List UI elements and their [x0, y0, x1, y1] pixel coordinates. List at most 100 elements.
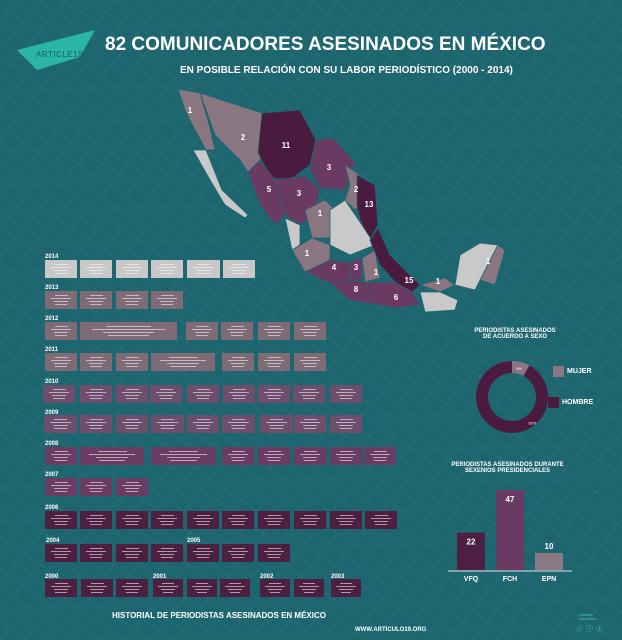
journalist-card	[43, 385, 75, 403]
timeline-title: HISTORIAL DE PERIODISTAS ASESINADOS EN M…	[112, 611, 326, 620]
donut-label: 92%	[528, 421, 536, 426]
map-count-label: 3	[297, 189, 302, 198]
journalist-card	[45, 260, 77, 278]
journalist-card	[294, 579, 324, 597]
map-count-label: 1	[486, 257, 491, 266]
journalist-card	[81, 579, 113, 597]
page-subtitle: EN POSIBLE RELACIÓN CON SU LABOR PERIODÍ…	[180, 65, 513, 76]
map-count-label: 13	[365, 200, 374, 209]
journalist-card	[116, 544, 148, 562]
journalist-card	[260, 415, 293, 433]
journalist-card	[330, 511, 362, 529]
journalist-card	[294, 353, 326, 371]
bar-value-label: 10	[545, 542, 554, 551]
journalist-card	[80, 353, 112, 371]
sex-chart-title: PERIODISTAS ASESINADOS DE ACUERDO A SEXO	[460, 328, 570, 340]
journalist-card	[80, 544, 112, 562]
map-count-label: 11	[282, 141, 291, 150]
journalist-card	[116, 579, 148, 597]
website-link[interactable]: WWW.ARTICULO19.ORG	[355, 627, 427, 633]
state-coahuila	[309, 137, 356, 191]
journalist-card	[331, 579, 361, 597]
journalist-card	[80, 511, 112, 529]
journalist-card	[45, 478, 77, 496]
journalist-card	[293, 385, 325, 403]
journalist-card	[258, 385, 290, 403]
map-count-label: 2	[241, 133, 246, 142]
journalist-card	[151, 353, 215, 371]
logo-text: ARTICLE19	[36, 50, 84, 59]
bar-vfq	[457, 532, 485, 570]
journalist-card	[116, 353, 148, 371]
journalist-card	[222, 544, 254, 562]
journalist-card	[45, 322, 77, 340]
state-quintana-roo	[479, 244, 506, 286]
state-puebla	[361, 249, 381, 283]
journalist-card	[187, 415, 219, 433]
map-count-label: 1	[188, 106, 193, 115]
map-count-label: 3	[327, 163, 332, 172]
journalist-card	[151, 291, 183, 309]
timeline-year-label: 2009	[45, 410, 59, 416]
journalist-card	[294, 415, 326, 433]
journalist-card	[187, 579, 217, 597]
journalist-card	[330, 385, 362, 403]
state-oaxaca	[364, 281, 421, 309]
map-count-label: 15	[405, 276, 414, 285]
journalist-card	[151, 511, 183, 529]
journalist-card	[80, 385, 112, 403]
timeline-year-label: 2004	[46, 538, 60, 544]
map-count-label: 1	[318, 209, 323, 218]
timeline-year-label: 2010	[45, 379, 59, 385]
map-count-label: 1	[436, 277, 441, 286]
journalist-card	[260, 579, 290, 597]
journalist-card	[258, 353, 290, 371]
journalist-card	[116, 478, 148, 496]
journalist-card	[294, 511, 326, 529]
donut-slice-hombre	[476, 361, 548, 433]
sex-chart-title-line2: DE ACUERDO A SEXO	[482, 334, 547, 340]
cc-license-text: creative commons	[579, 612, 597, 621]
state-veracruz	[369, 227, 421, 293]
journalist-card	[116, 385, 148, 403]
cc-icons: ⓒⓘⓢ	[576, 626, 606, 633]
bar-value-label: 22	[467, 538, 476, 547]
journalist-card	[294, 322, 326, 340]
journalist-card	[45, 353, 77, 371]
journalist-card	[116, 511, 148, 529]
journalist-card	[151, 447, 216, 465]
journalist-card	[223, 260, 255, 278]
journalist-card	[221, 322, 253, 340]
journalist-card	[151, 260, 183, 278]
state-chiapas	[419, 291, 459, 313]
map-count-label: 3	[354, 263, 359, 272]
journalist-card	[223, 385, 255, 403]
timeline-year-label: 2003	[331, 574, 345, 580]
journalist-card	[220, 579, 250, 597]
journalist-card	[294, 447, 326, 465]
map-count-label: 4	[332, 263, 337, 272]
legend-mujer: MUJER	[567, 368, 592, 375]
state-chihuahua	[257, 109, 317, 181]
sexenio-bar-chart: 22 VFQ 47 FCH 10 EPN	[448, 490, 572, 583]
timeline-year-label: 2007	[45, 472, 59, 478]
journalist-card	[222, 353, 254, 371]
journalist-card	[186, 322, 218, 340]
donut-slice-mujer	[512, 361, 530, 376]
map-count-label: 1	[305, 249, 310, 258]
page-title: 82 COMUNICADORES ASESINADOS EN MÉXICO	[105, 34, 546, 55]
journalist-card	[150, 385, 182, 403]
journalist-card	[45, 511, 77, 529]
journalist-card	[330, 447, 362, 465]
journalist-card	[222, 447, 254, 465]
map-count-label: 5	[267, 185, 272, 194]
timeline-year-label: 2005	[187, 538, 201, 544]
timeline-year-label: 2006	[45, 505, 59, 511]
map-count-label: 6	[394, 293, 399, 302]
journalist-card	[45, 447, 77, 465]
sex-donut-chart: 8% 92%	[476, 361, 548, 433]
journalist-card	[187, 260, 220, 278]
bar-category-label: EPN	[542, 576, 556, 583]
legend-swatch-mujer	[553, 366, 564, 377]
